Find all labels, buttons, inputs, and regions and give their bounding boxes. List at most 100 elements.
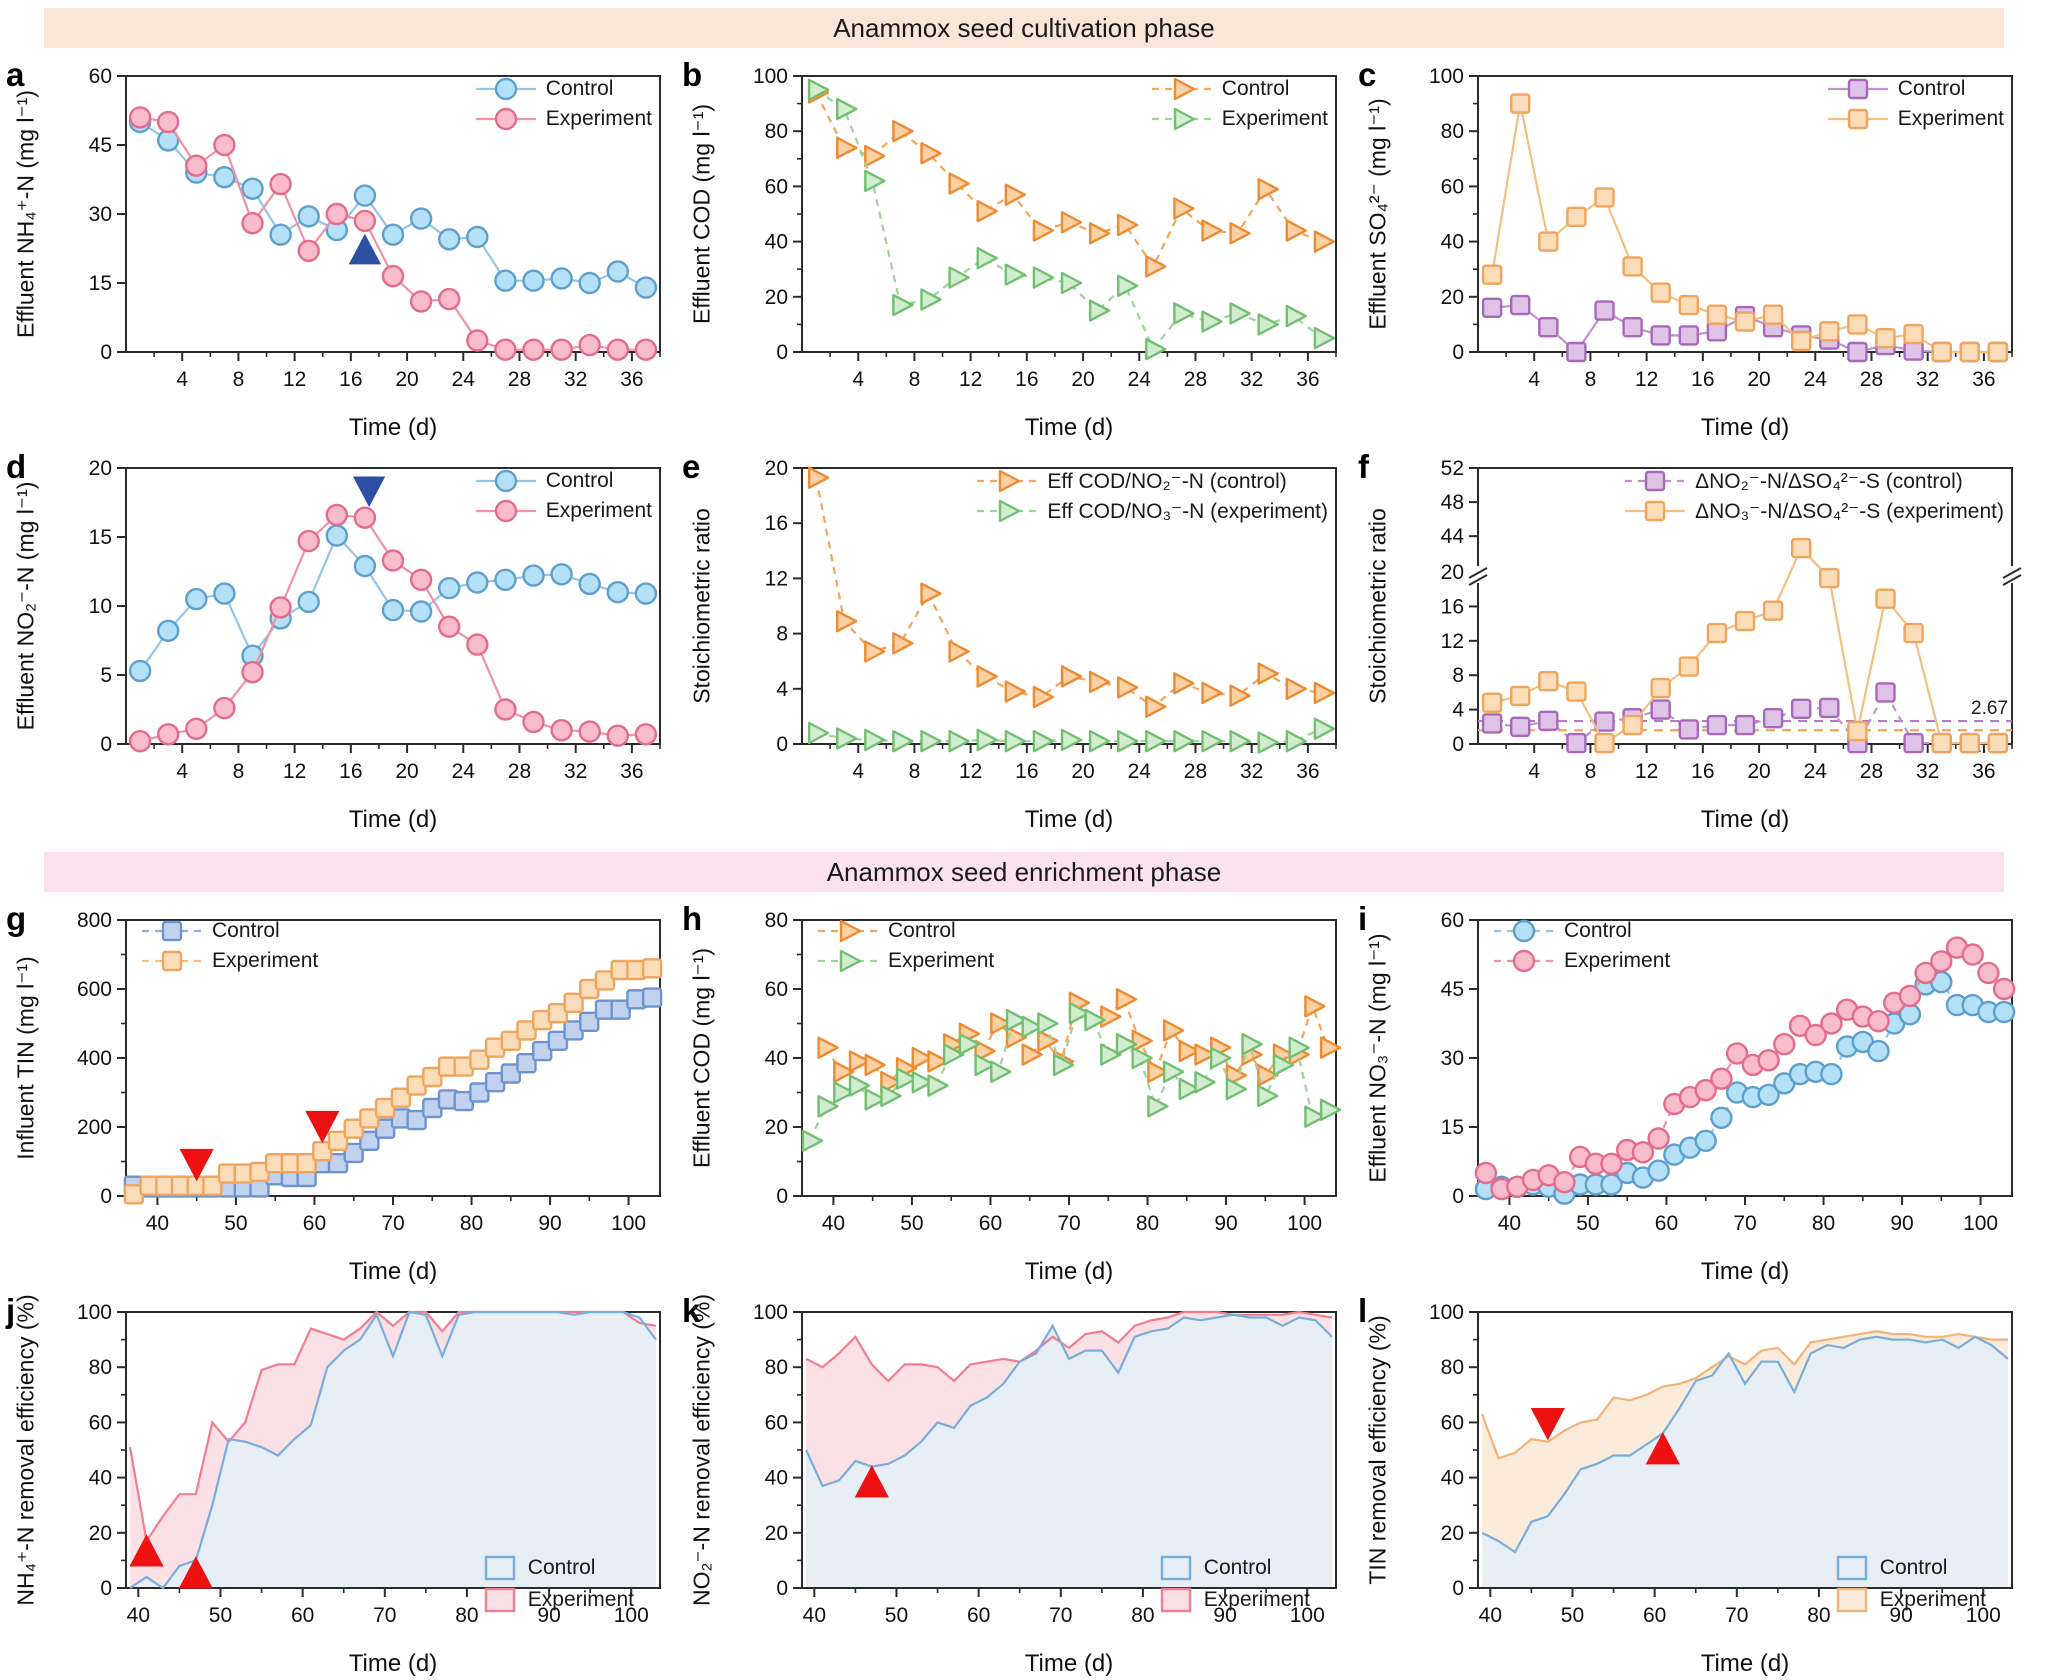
panel-c: c Effluent SO₄²⁻ (mg l⁻¹) 4 8 12 16 20 24 28 32 36… xyxy=(1354,56,2030,444)
legend-item: Experiment xyxy=(482,1586,634,1614)
svg-text:4: 4 xyxy=(1528,368,1540,391)
svg-text:20: 20 xyxy=(765,1116,788,1139)
svg-text:80: 80 xyxy=(460,1212,483,1235)
svg-text:60: 60 xyxy=(89,65,112,88)
legend-label: Control xyxy=(1897,77,1966,100)
x-axis-label: Time (d) xyxy=(1700,1650,1790,1677)
panel-k: k NO₂⁻-N removal efficiency (%) 40 50 60 70 80… xyxy=(678,1292,1354,1680)
legend-swatch-icon xyxy=(484,1555,515,1581)
svg-text:70: 70 xyxy=(1049,1604,1072,1627)
svg-text:100: 100 xyxy=(753,65,788,88)
legend-item: Control xyxy=(1492,918,1670,944)
series-Control xyxy=(1481,1335,2009,1554)
panel-letter: l xyxy=(1358,1292,1368,1329)
svg-text:100: 100 xyxy=(1290,1604,1325,1627)
x-axis-label: Time (d) xyxy=(348,806,438,833)
svg-text:16: 16 xyxy=(1015,368,1038,391)
legend: Control Experiment xyxy=(140,918,318,974)
svg-text:32: 32 xyxy=(564,368,587,391)
phase-banner-enrichment: Anammox seed enrichment phase xyxy=(44,852,2004,892)
svg-text:20: 20 xyxy=(1441,286,1464,309)
series-Experiment xyxy=(128,503,658,753)
svg-text:15: 15 xyxy=(89,272,112,295)
legend: Control Experiment xyxy=(1826,76,2004,132)
svg-text:15: 15 xyxy=(1441,1116,1464,1139)
svg-text:36: 36 xyxy=(1296,368,1319,391)
svg-text:8: 8 xyxy=(1585,760,1597,783)
panel-g: g Influent TIN (mg l⁻¹) 40 50 60 70 80 90 100 0 20… xyxy=(2,900,678,1288)
legend-swatch-icon xyxy=(1494,919,1554,943)
svg-text:100: 100 xyxy=(1429,65,1464,88)
legend: Control Experiment xyxy=(1834,1554,1986,1614)
legend-label: Control xyxy=(527,1556,596,1579)
legend-swatch-icon xyxy=(142,950,202,972)
legend-item: ΔNO₃⁻-N/ΔSO₄²⁻-S (experiment) xyxy=(1623,498,2004,524)
legend-item: Experiment xyxy=(1158,1586,1310,1614)
svg-text:0: 0 xyxy=(100,341,112,364)
svg-text:20: 20 xyxy=(1441,561,1464,584)
svg-text:12: 12 xyxy=(283,368,306,391)
legend: Control Experiment xyxy=(1150,76,1328,132)
legend-item: Experiment xyxy=(1492,948,1670,974)
svg-text:70: 70 xyxy=(373,1604,396,1627)
series-Experiment xyxy=(1474,936,2016,1201)
panel-b: b Effluent COD (mg l⁻¹) 4 8 12 16 20 24 28 32 36 0 2… xyxy=(678,56,1354,444)
svg-text:100: 100 xyxy=(1287,1212,1322,1235)
svg-text:60: 60 xyxy=(765,175,788,198)
svg-text:50: 50 xyxy=(1561,1604,1584,1627)
legend-label: ΔNO₃⁻-N/ΔSO₄²⁻-S (experiment) xyxy=(1695,499,2004,523)
annotation-markers xyxy=(352,476,386,508)
legend: Control Experiment xyxy=(474,468,652,524)
panel-l: l TIN removal efficiency (%) 40 50 60 70 80 90 1… xyxy=(1354,1292,2030,1680)
svg-text:32: 32 xyxy=(1240,368,1263,391)
legend-label: Experiment xyxy=(1203,1588,1310,1611)
svg-text:90: 90 xyxy=(537,1604,560,1627)
svg-text:0: 0 xyxy=(1452,1185,1464,1208)
svg-text:36: 36 xyxy=(1972,760,1995,783)
svg-text:32: 32 xyxy=(1916,368,1939,391)
svg-text:80: 80 xyxy=(765,120,788,143)
svg-text:20: 20 xyxy=(765,457,788,480)
svg-text:45: 45 xyxy=(89,134,112,157)
svg-text:80: 80 xyxy=(1441,120,1464,143)
legend-label: Experiment xyxy=(1221,107,1328,130)
chart-canvas: 40 50 60 70 80 90 100 0 20 40 60 80 100 xyxy=(77,1301,661,1627)
svg-text:50: 50 xyxy=(209,1604,232,1627)
legend-item: Control xyxy=(1150,76,1328,102)
legend-swatch-icon xyxy=(818,919,878,943)
svg-text:50: 50 xyxy=(224,1212,247,1235)
plot-area: 4 8 12 16 20 24 28 32 36 0 20 40 60 80 100 xyxy=(1412,64,2024,403)
svg-text:20: 20 xyxy=(765,1522,788,1545)
legend-item: Control xyxy=(1158,1554,1310,1582)
svg-text:40: 40 xyxy=(765,1467,788,1490)
panel-letter: i xyxy=(1358,900,1368,937)
svg-text:8: 8 xyxy=(909,760,921,783)
legend-item: Control xyxy=(474,468,652,494)
plot-area: 40 50 60 70 80 90 100 0 15 30 45 60 xyxy=(1412,908,2024,1247)
svg-text:52: 52 xyxy=(1441,457,1464,480)
svg-text:20: 20 xyxy=(89,1522,112,1545)
legend: Eff COD/NO₂⁻-N (control) Eff COD/NO₃⁻-N (… xyxy=(975,468,1328,524)
legend-label: Control xyxy=(1879,1556,1948,1579)
svg-text:36: 36 xyxy=(620,760,643,783)
panel-letter: f xyxy=(1358,448,1369,485)
panel-letter: a xyxy=(6,56,25,93)
legend-item: Control xyxy=(140,918,318,944)
legend-swatch-icon xyxy=(475,107,536,131)
panel-f: f Stoichiometric ratio 4 8 12 16 20 24 28 32 36 0 4 8… xyxy=(1354,448,2030,836)
svg-text:20: 20 xyxy=(1441,1522,1464,1545)
svg-text:12: 12 xyxy=(959,760,982,783)
svg-text:4: 4 xyxy=(1452,699,1464,722)
legend-swatch-icon xyxy=(1827,78,1888,100)
legend-swatch-icon xyxy=(977,469,1038,493)
legend-swatch-icon xyxy=(142,920,202,942)
panel-letter: j xyxy=(6,1292,16,1329)
svg-text:70: 70 xyxy=(1057,1212,1080,1235)
legend-item: Control xyxy=(1834,1554,1986,1582)
svg-text:0: 0 xyxy=(100,1185,112,1208)
cultivation-panel-grid: a Effluent NH₄⁺-N (mg l⁻¹) 4 8 12 16 20 24 28 32 3… xyxy=(2,56,2048,836)
legend-label: Eff COD/NO₂⁻-N (control) xyxy=(1047,469,1287,493)
svg-text:2.67: 2.67 xyxy=(1971,698,2008,719)
